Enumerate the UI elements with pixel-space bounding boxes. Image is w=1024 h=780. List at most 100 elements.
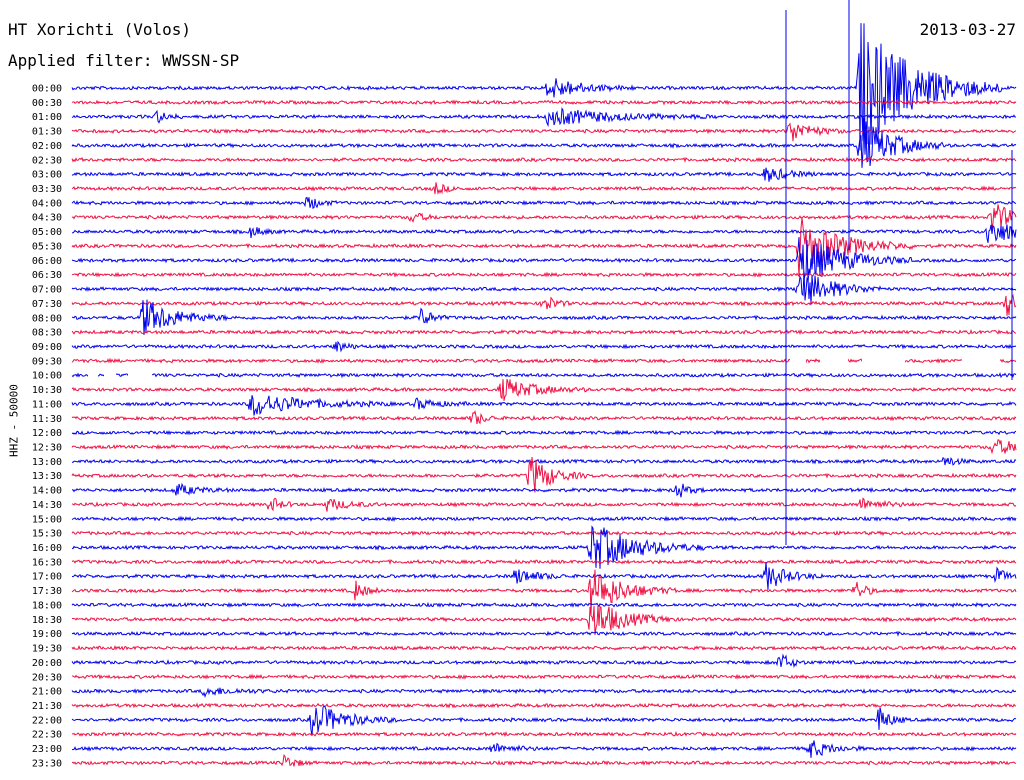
trace-0630 [71,271,1017,278]
trace-1530 [71,530,1017,537]
trace-0400 [71,196,1017,210]
row-label: 04:00 [32,198,62,209]
data-gap [790,356,806,365]
trace-2000 [71,653,1017,669]
row-label: 02:30 [32,155,62,166]
trace-1130 [71,410,1017,425]
trace-0830 [71,328,1017,336]
trace-0530 [71,217,1017,277]
trace-2200 [71,705,1017,736]
trace-1600 [71,525,1017,569]
row-label: 02:00 [32,141,62,152]
trace-1200 [71,429,1017,436]
row-label: 18:00 [32,600,62,611]
data-gap [820,356,848,365]
row-label: 23:30 [32,758,62,769]
row-label: 13:30 [32,471,62,482]
trace-1330 [71,456,1017,493]
row-label: 12:00 [32,428,62,439]
row-label: 21:00 [32,687,62,698]
trace-0300 [71,167,1017,182]
trace-2130 [71,702,1017,709]
data-gap [104,371,116,380]
row-label: 09:00 [32,342,62,353]
trace-0730 [71,293,1017,316]
row-label: 15:00 [32,514,62,525]
filter-label: Applied filter: WWSSN-SP [8,51,240,70]
row-label: 09:30 [32,356,62,367]
row-label: 20:00 [32,658,62,669]
trace-1030 [71,378,1017,401]
trace-2030 [71,673,1017,680]
trace-1000 [71,372,1017,379]
trace-0230 [71,156,1017,163]
row-label: 06:30 [32,270,62,281]
row-label: 13:00 [32,457,62,468]
data-gap [862,356,905,365]
trace-0500 [71,224,1017,243]
trace-1630 [71,558,1017,565]
row-label: 17:30 [32,586,62,597]
trace-2230 [71,730,1017,738]
trace-1230 [71,439,1017,455]
row-label: 14:00 [32,486,62,497]
trace-1830 [72,605,1017,636]
trace-0800 [71,299,1017,335]
trace-1900 [71,630,1017,637]
trace-0130 [71,122,1017,142]
trace-1300 [71,456,1017,466]
trace-1100 [71,395,1017,416]
row-label: 11:00 [32,399,62,410]
row-label: 19:00 [32,629,62,640]
row-label: 17:00 [32,572,62,583]
row-label: 14:30 [32,500,62,511]
row-label: 11:30 [32,414,62,425]
row-label: 18:30 [32,615,62,626]
row-label: 07:30 [32,299,62,310]
row-label: 07:00 [32,285,62,296]
trace-0600 [71,237,1017,284]
trace-0100 [71,107,1017,128]
row-label: 20:30 [32,672,62,683]
trace-1930 [71,644,1017,652]
trace-1800 [71,601,1017,609]
row-label: 10:00 [32,371,62,382]
row-label: 00:30 [32,98,62,109]
row-label: 21:30 [32,701,62,712]
row-label: 16:00 [32,543,62,554]
trace-2330 [71,754,1016,767]
row-label: 00:00 [32,84,62,95]
row-label: 15:30 [32,529,62,540]
row-label: 03:00 [32,170,62,181]
trace-0930 [71,357,1017,364]
trace-0000 [71,23,1017,152]
data-gap [128,371,152,380]
trace-0700 [71,271,1017,305]
trace-0200 [71,117,1017,168]
row-label: 12:30 [32,443,62,454]
trace-1500 [71,515,1017,522]
row-label: 01:30 [32,127,62,138]
row-label: 22:00 [32,715,62,726]
trace-1400 [71,482,1017,498]
date-label: 2013-03-27 [919,20,1016,39]
row-label: 05:00 [32,227,62,238]
trace-0430 [71,204,1017,229]
row-label: 16:30 [32,557,62,568]
row-label: 01:00 [32,112,62,123]
trace-0330 [71,182,1017,196]
trace-1430 [71,497,1017,512]
station-title: HT Xorichti (Volos) [8,20,192,39]
row-label: 10:30 [32,385,62,396]
trace-2100 [71,687,1017,699]
trace-1700 [71,561,1017,590]
trace-0900 [71,340,1017,353]
row-label: 03:30 [32,184,62,195]
row-label: 08:30 [32,328,62,339]
row-label: 23:00 [32,744,62,755]
trace-1730 [71,569,1017,615]
data-gap [88,371,98,380]
trace-2300 [72,740,1017,758]
trace-0030 [71,99,1017,106]
